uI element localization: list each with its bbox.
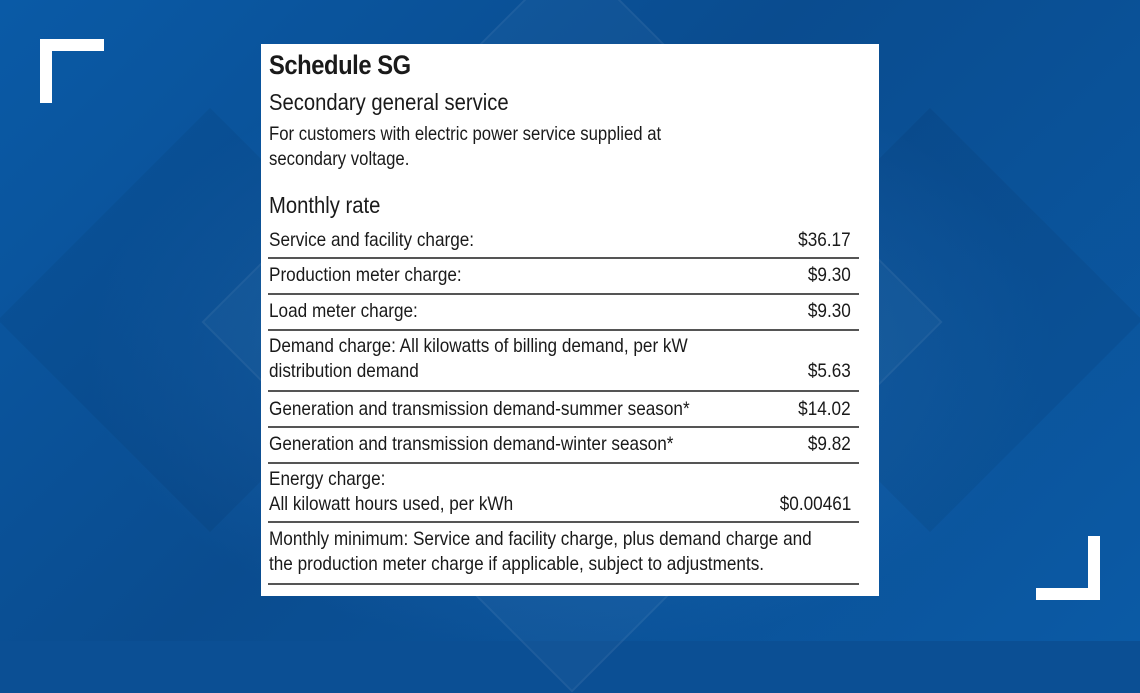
- rate-value: $0.00461: [779, 493, 851, 515]
- rate-value: $9.30: [808, 300, 851, 322]
- rate-label: Production meter charge:: [269, 264, 462, 286]
- rate-label: distribution demand: [269, 360, 419, 382]
- rate-row-demand-charge: Demand charge: All kilowatts of billing …: [268, 331, 859, 392]
- rate-value: $14.02: [798, 398, 851, 420]
- rate-label: Energy charge:: [269, 468, 386, 490]
- rate-label: Generation and transmission demand-winte…: [269, 433, 674, 455]
- rate-row-winter-demand: Generation and transmission demand-winte…: [268, 428, 859, 464]
- rate-label: All kilowatt hours used, per kWh: [269, 493, 514, 515]
- rate-schedule-document: Schedule SG Secondary general service Fo…: [261, 44, 879, 596]
- rate-row-load-meter: Load meter charge: $9.30: [268, 295, 859, 331]
- rate-label: Demand charge: All kilowatts of billing …: [269, 335, 688, 357]
- schedule-subtitle: Secondary general service: [269, 89, 509, 115]
- minimum-line: the production meter charge if applicabl…: [269, 553, 765, 575]
- corner-bracket-bottom-right-icon: [1036, 536, 1100, 600]
- corner-bracket-top-left-icon: [40, 39, 104, 103]
- schedule-description: For customers with electric power servic…: [269, 122, 727, 172]
- rate-row-summer-demand: Generation and transmission demand-summe…: [268, 392, 859, 428]
- monthly-minimum-note: Monthly minimum: Service and facility ch…: [268, 523, 859, 585]
- description-line: secondary voltage.: [269, 149, 410, 170]
- section-heading: Monthly rate: [269, 192, 381, 218]
- rate-value: $9.82: [808, 433, 851, 455]
- rate-row-energy-charge: Energy charge: All kilowatt hours used, …: [268, 464, 859, 523]
- rate-row-service-facility: Service and facility charge: $36.17: [268, 226, 859, 259]
- minimum-line: Monthly minimum: Service and facility ch…: [269, 528, 812, 550]
- rate-value: $36.17: [798, 229, 851, 251]
- rate-value: $9.30: [808, 264, 851, 286]
- rate-label: Load meter charge:: [269, 300, 418, 322]
- rate-row-production-meter: Production meter charge: $9.30: [268, 259, 859, 295]
- schedule-title: Schedule SG: [269, 50, 411, 80]
- description-line: For customers with electric power servic…: [269, 124, 662, 145]
- rate-label: Service and facility charge:: [269, 229, 475, 251]
- rate-label: Generation and transmission demand-summe…: [269, 398, 690, 420]
- rate-value: $5.63: [808, 360, 851, 382]
